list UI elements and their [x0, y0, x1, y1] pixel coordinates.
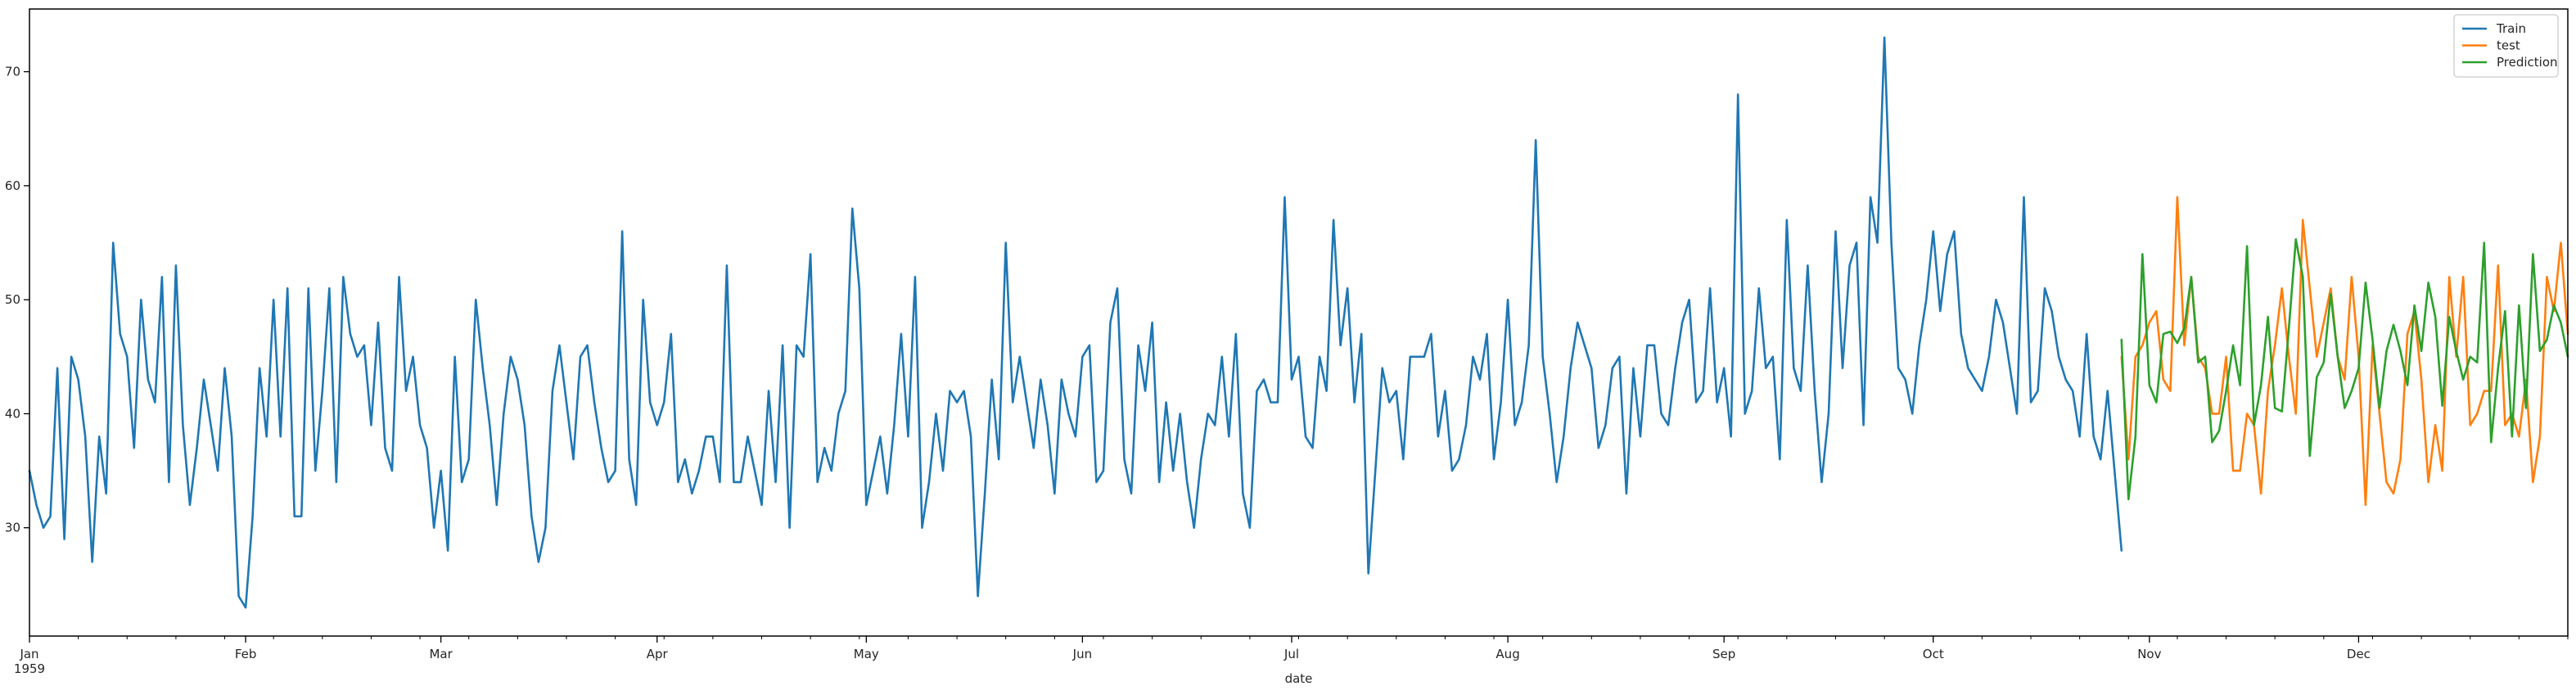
legend-label: Prediction	[2497, 55, 2558, 70]
x-tick-year-label: 1959	[14, 661, 45, 676]
y-axis: 30 40 50 60 70	[5, 65, 29, 535]
y-tick-label: 30	[5, 521, 20, 535]
y-tick-label: 60	[5, 178, 20, 193]
x-tick-label: Nov	[2137, 647, 2161, 661]
x-axis-title: date	[1285, 671, 1313, 686]
y-tick-label: 70	[5, 65, 20, 79]
x-tick-label: Dec	[2347, 647, 2371, 661]
x-tick-label: Oct	[1923, 647, 1944, 661]
x-tick-label: Apr	[647, 647, 669, 661]
legend-label: Train	[2496, 21, 2526, 36]
x-tick-label: Mar	[429, 647, 453, 661]
x-tick-label: Feb	[235, 647, 257, 661]
legend-label: test	[2497, 38, 2520, 53]
y-tick-label: 40	[5, 406, 20, 421]
series-line-train	[28, 36, 2123, 609]
series-line-prediction	[2120, 238, 2569, 501]
y-tick-label: 50	[5, 292, 20, 307]
legend: Train test Prediction	[2453, 14, 2559, 78]
series-layer	[28, 36, 2569, 609]
x-tick-label: Sep	[1712, 647, 1735, 661]
x-tick-label: Jul	[1283, 647, 1299, 661]
x-tick-label: May	[854, 647, 879, 661]
x-tick-label: Aug	[1496, 647, 1519, 661]
x-tick-label: Jan	[19, 647, 38, 661]
x-tick-label: Jun	[1072, 647, 1092, 661]
